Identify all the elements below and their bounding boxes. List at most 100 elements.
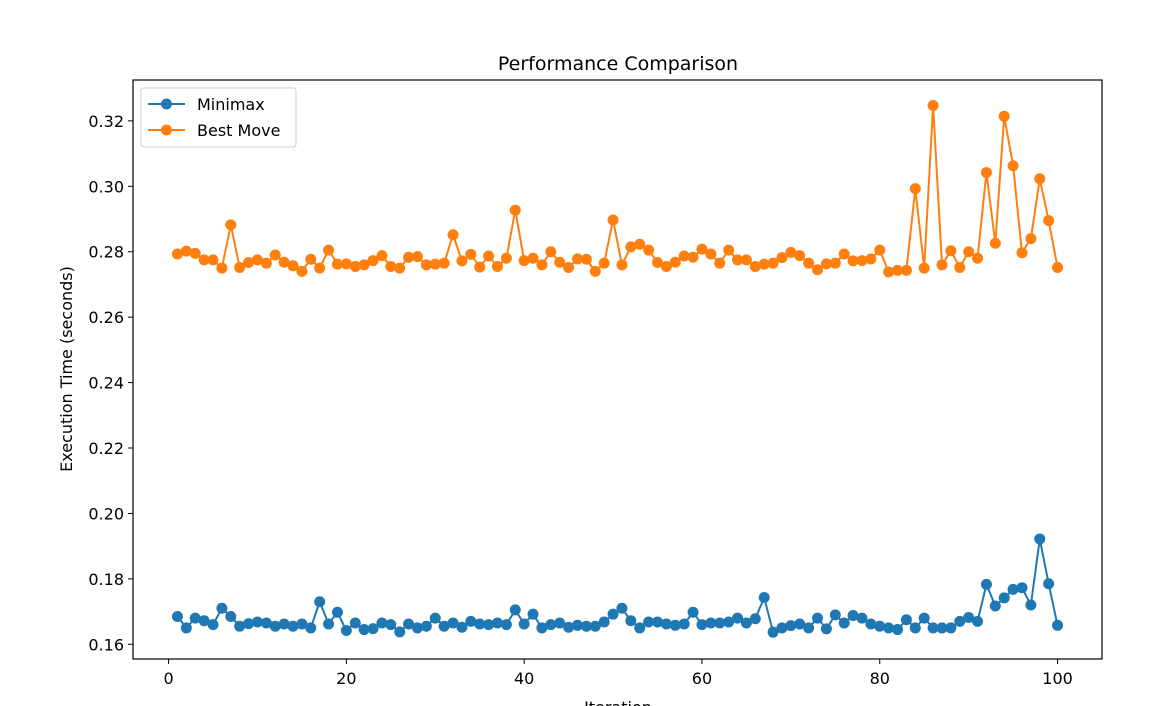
data-point-best-move [785, 246, 797, 258]
data-point-best-move [865, 253, 877, 265]
data-point-minimax [296, 618, 308, 630]
data-point-minimax [723, 616, 735, 628]
data-point-minimax [580, 620, 592, 632]
data-point-minimax [714, 617, 726, 629]
data-point-minimax [225, 610, 237, 622]
data-point-best-move [820, 258, 832, 270]
data-point-best-move [571, 253, 583, 265]
data-point-best-move [465, 248, 477, 260]
data-point-best-move [349, 260, 361, 272]
data-point-minimax [180, 622, 192, 634]
legend-marker-minimax [161, 98, 172, 110]
data-point-best-move [634, 238, 646, 250]
data-point-best-move [314, 262, 326, 274]
data-point-best-move [420, 259, 432, 271]
data-point-minimax [652, 616, 664, 628]
data-point-minimax [420, 620, 432, 632]
data-point-minimax [1007, 583, 1019, 595]
data-point-minimax [936, 622, 948, 634]
data-point-minimax [305, 622, 317, 634]
data-point-best-move [385, 260, 397, 272]
data-point-minimax [776, 622, 788, 634]
data-point-best-move [678, 250, 690, 262]
data-point-minimax [385, 619, 397, 631]
x-tick-label: 40 [514, 669, 534, 688]
y-tick-label: 0.30 [88, 177, 124, 196]
data-point-best-move [812, 264, 824, 276]
data-point-best-move [207, 254, 219, 266]
data-point-best-move [1043, 215, 1055, 227]
data-point-minimax [394, 626, 406, 638]
data-point-best-move [794, 250, 806, 262]
data-point-best-move [323, 244, 335, 256]
data-point-best-move [198, 254, 210, 266]
legend-label-minimax: Minimax [197, 95, 265, 114]
data-point-best-move [989, 237, 1001, 249]
data-point-minimax [696, 619, 708, 631]
data-point-minimax [349, 617, 361, 629]
data-point-minimax [189, 612, 201, 624]
data-point-minimax [634, 622, 646, 634]
data-point-minimax [491, 617, 503, 629]
data-point-best-move [705, 248, 717, 260]
data-point-best-move [980, 167, 992, 179]
data-point-minimax [616, 602, 628, 614]
data-point-minimax [678, 618, 690, 630]
data-point-minimax [989, 600, 1001, 612]
data-point-minimax [527, 608, 539, 620]
y-tick-label: 0.18 [88, 570, 124, 589]
data-point-best-move [189, 247, 201, 259]
data-point-minimax [554, 617, 566, 629]
data-point-best-move [776, 252, 788, 264]
data-point-minimax [865, 618, 877, 630]
data-point-best-move [376, 250, 388, 262]
data-point-minimax [269, 620, 281, 632]
data-point-best-move [411, 251, 423, 263]
data-point-minimax [820, 623, 832, 635]
data-point-best-move [696, 243, 708, 255]
data-point-best-move [740, 254, 752, 266]
data-point-minimax [785, 620, 797, 632]
data-point-minimax [1025, 599, 1037, 611]
y-tick-label: 0.24 [88, 374, 124, 393]
data-point-minimax [669, 619, 681, 631]
data-point-best-move [545, 246, 557, 258]
data-point-minimax [545, 619, 557, 631]
data-point-best-move [403, 251, 415, 263]
x-tick-label: 100 [1042, 669, 1073, 688]
data-point-minimax [251, 616, 263, 628]
data-point-best-move [563, 261, 575, 273]
data-point-best-move [963, 246, 975, 258]
data-point-minimax [331, 606, 343, 618]
data-point-best-move [447, 229, 459, 241]
data-point-best-move [669, 256, 681, 268]
data-point-minimax [500, 619, 512, 631]
data-point-best-move [998, 110, 1010, 122]
data-point-minimax [963, 611, 975, 623]
data-point-best-move [945, 245, 957, 257]
data-point-minimax [740, 617, 752, 629]
data-point-best-move [483, 250, 495, 262]
data-point-best-move [758, 258, 770, 270]
data-point-minimax [856, 612, 868, 624]
data-point-minimax [314, 596, 326, 608]
data-point-minimax [367, 623, 379, 635]
y-tick-label: 0.20 [88, 504, 124, 523]
data-point-best-move [287, 260, 299, 272]
data-point-best-move [305, 253, 317, 265]
data-point-minimax [465, 615, 477, 627]
x-axis: 0 20 40 60 80 100 [163, 659, 1073, 688]
x-tick-label: 80 [870, 669, 890, 688]
data-point-best-move [900, 264, 912, 276]
data-point-minimax [171, 610, 183, 622]
legend: Minimax Best Move [140, 87, 297, 148]
data-point-best-move [518, 255, 530, 267]
y-axis-label: Execution Time (seconds) [57, 266, 76, 472]
legend-label-best-move: Best Move [197, 121, 280, 140]
data-point-minimax [571, 619, 583, 631]
data-point-best-move [625, 241, 637, 253]
data-point-minimax [234, 620, 246, 632]
data-point-minimax [207, 619, 219, 631]
data-point-minimax [518, 618, 530, 630]
